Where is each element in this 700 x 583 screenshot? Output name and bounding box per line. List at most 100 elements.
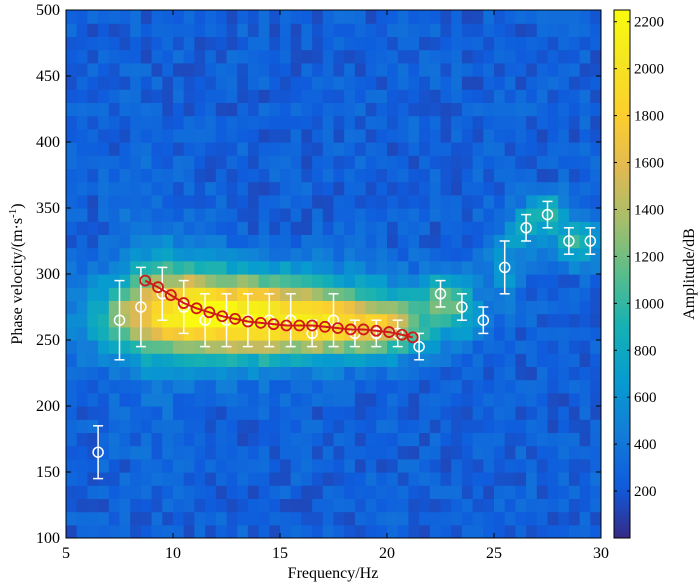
heatmap-cell [429, 406, 442, 420]
heatmap-cell [215, 458, 228, 473]
heatmap-cell [66, 89, 78, 103]
heatmap-cell [269, 102, 281, 117]
heatmap-cell [66, 353, 78, 367]
pick-marker [92, 446, 104, 458]
heatmap-cell [354, 10, 367, 24]
heatmap-cell [590, 115, 601, 130]
heatmap-cell [269, 89, 281, 103]
heatmap-cell [504, 287, 516, 301]
heatmap-cell [333, 234, 345, 249]
heatmap-cell [397, 234, 409, 249]
heatmap-cell [108, 23, 121, 37]
heatmap-cell [130, 155, 142, 169]
heatmap-cell [590, 274, 601, 288]
heatmap-cell [333, 89, 345, 103]
heatmap-cell [344, 524, 356, 538]
heatmap-cell [162, 208, 174, 222]
heatmap-cell [526, 392, 538, 407]
heatmap-cell [215, 36, 228, 51]
heatmap-cell [237, 419, 249, 433]
heatmap-cell [579, 247, 591, 262]
heatmap-cell [547, 432, 559, 447]
colorbar-tick-label: 200 [634, 484, 657, 500]
heatmap-cell [183, 76, 195, 90]
heatmap-cell [387, 208, 399, 222]
heatmap-cell [333, 168, 345, 183]
heatmap-cell [558, 76, 570, 90]
heatmap-cell [333, 260, 345, 275]
heatmap-cell [76, 260, 88, 275]
heatmap-cell [526, 115, 538, 130]
heatmap-cell [344, 155, 356, 169]
heatmap-cell [312, 379, 324, 394]
heatmap-cell [247, 115, 260, 130]
heatmap-cell [130, 458, 142, 473]
heatmap-cell [215, 432, 228, 447]
heatmap-cell [568, 419, 581, 433]
heatmap-cell [408, 62, 420, 77]
heatmap-cell [440, 274, 452, 288]
heatmap-cell [269, 36, 281, 51]
heatmap-cell [579, 142, 591, 156]
heatmap-cell [526, 472, 538, 486]
heatmap-cell [365, 287, 377, 301]
heatmap-cell [183, 498, 195, 513]
heatmap-cell [504, 23, 516, 37]
heatmap-cell [66, 406, 78, 420]
pick-marker [477, 314, 490, 326]
heatmap-cell [536, 115, 549, 130]
heatmap-cell [183, 181, 195, 196]
heatmap-cell [419, 102, 431, 117]
heatmap-cell [119, 234, 131, 249]
heatmap-cell [376, 89, 388, 103]
heatmap-cell [87, 524, 99, 538]
heatmap-cell [66, 392, 78, 407]
heatmap-cell [119, 142, 131, 156]
pick-marker [584, 235, 597, 247]
heatmap-cell [515, 62, 527, 77]
heatmap-cell [568, 392, 581, 407]
heatmap-cell [504, 326, 516, 341]
heatmap-cell [558, 274, 570, 288]
heatmap-cell [301, 366, 313, 381]
heatmap-cell [76, 432, 88, 447]
heatmap-cell [280, 208, 292, 222]
heatmap-cell [247, 168, 260, 183]
heatmap-cell [162, 260, 174, 275]
heatmap-cell [354, 419, 367, 433]
heatmap-cell [579, 155, 591, 169]
heatmap-cell [76, 181, 88, 196]
heatmap-cell [108, 128, 121, 143]
heatmap-cell [494, 115, 506, 130]
heatmap-cell [536, 379, 549, 394]
heatmap-cell [419, 524, 431, 538]
heatmap-cell [558, 524, 570, 538]
heatmap-cell [247, 194, 260, 209]
heatmap-cell [354, 340, 367, 354]
pick-marker [563, 235, 575, 247]
heatmap-cell [494, 234, 506, 249]
heatmap-cell [290, 300, 302, 315]
heatmap-cell [397, 260, 409, 275]
heatmap-cell [387, 287, 399, 301]
heatmap-cell [472, 340, 484, 354]
pick-marker [456, 301, 468, 313]
heatmap-cell [547, 379, 559, 394]
heatmap-cell [269, 458, 281, 473]
heatmap-cell [515, 366, 527, 381]
heatmap-cell [536, 155, 549, 169]
x-tick-label: 30 [593, 545, 609, 562]
heatmap-cell [440, 406, 452, 420]
heatmap-cell [98, 234, 110, 249]
heatmap-cell [290, 181, 302, 196]
heatmap-cell [515, 49, 527, 64]
heatmap-cell [247, 36, 260, 51]
y-tick-label: 100 [36, 530, 60, 547]
heatmap-cell [483, 89, 495, 103]
heatmap-cell [547, 353, 559, 367]
heatmap-cell [301, 379, 313, 394]
heatmap-cell [515, 142, 527, 156]
heatmap-cell [472, 155, 484, 169]
heatmap-cell [205, 458, 217, 473]
heatmap-cell [280, 458, 292, 473]
